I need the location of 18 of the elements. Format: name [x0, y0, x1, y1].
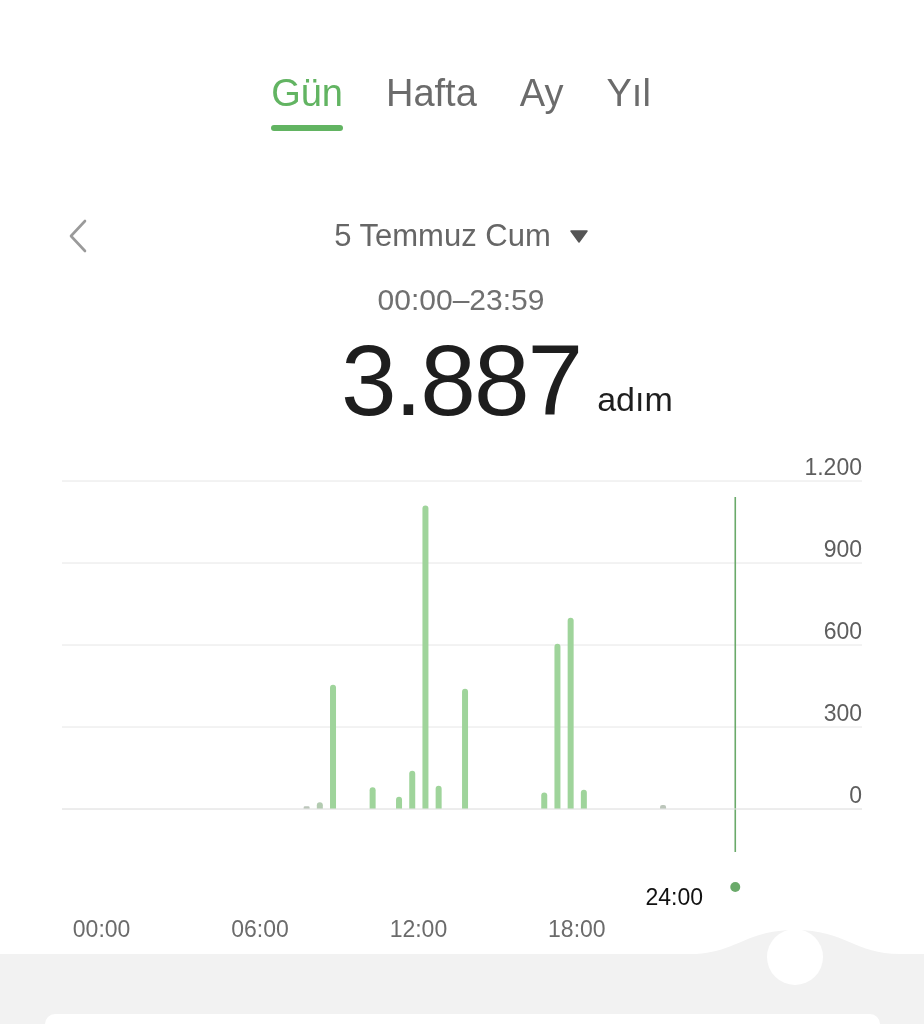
- text: 3.887: [340, 324, 582, 436]
- x-tick-label: 18:00: [548, 916, 606, 942]
- text: Ay: [519, 72, 564, 114]
- y-tick-label: 900: [823, 536, 862, 562]
- legend-label: 24:00: [645, 884, 704, 910]
- text: Hafta: [385, 72, 477, 114]
- chart-title: 5 Temmuz Cum: [334, 217, 551, 255]
- x-tick-label: 12:00: [389, 916, 448, 942]
- x-tick-label: 00:00: [72, 916, 131, 942]
- y-tick-label: 600: [823, 618, 862, 644]
- y-tick-label: 1.200: [804, 454, 862, 480]
- x-tick-label: 06:00: [231, 916, 289, 942]
- text: adım: [597, 380, 673, 418]
- y-tick-label: 0: [849, 782, 862, 808]
- text: Gün: [271, 72, 343, 114]
- text: Yıl: [606, 72, 651, 114]
- y-tick-label: 300: [823, 700, 862, 726]
- chart-subtitle: 00:00–23:59: [377, 283, 545, 316]
